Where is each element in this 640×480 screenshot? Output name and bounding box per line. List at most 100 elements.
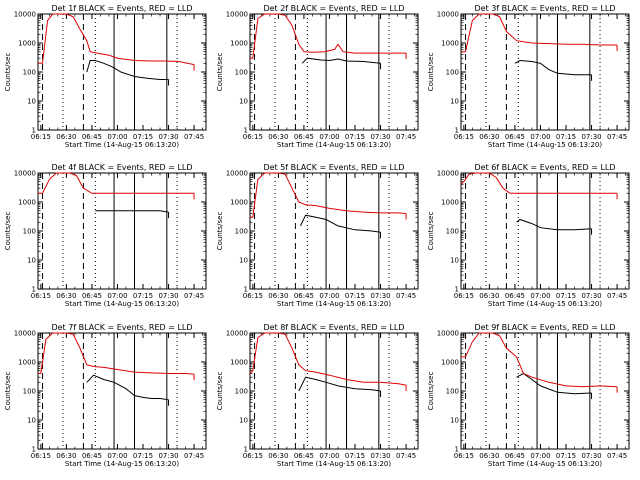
panel-8-x-tick-label: 07:00	[319, 452, 339, 460]
panel-6-x-axis-label: Start Time (14-Aug-15 06:13:20)	[488, 300, 602, 308]
panel-9-x-tick-label: 07:15	[556, 452, 576, 460]
panel-1-y-tick-label: 10000	[14, 11, 36, 19]
panel-5-y-axis-label: Counts/sec	[216, 212, 224, 251]
panel-7-y-tick-label: 10000	[14, 330, 36, 338]
panel-8-y-tick-label: 1	[244, 446, 248, 454]
panel-3-y-tick-label: 10000	[437, 11, 459, 19]
panel-9-series-lld-line	[461, 332, 618, 388]
panel-5-y-tick-label: 10	[239, 257, 248, 265]
panel-8-y-tick-label: 100	[235, 388, 248, 396]
panel-2-y-tick-label: 10000	[226, 11, 248, 19]
panel-8-x-tick-label: 06:15	[243, 452, 263, 460]
panel-3-x-tick-label: 06:15	[454, 133, 474, 141]
panel-9-x-tick-label: 06:15	[454, 452, 474, 460]
panel-7-frame	[37, 332, 207, 450]
panel-8-frame	[249, 332, 419, 450]
panel-6-series-events-line	[516, 218, 592, 231]
panel-8-series-events-line	[298, 376, 381, 392]
panel-7-y-tick-label: 1	[32, 446, 36, 454]
panel-2-y-tick-label: 10	[239, 98, 248, 106]
panel-7-x-tick-label: 07:30	[158, 452, 178, 460]
panel-6-frame	[460, 172, 630, 290]
panel-4-x-tick-label: 06:45	[82, 292, 102, 300]
panel-8-series-lld-line	[249, 332, 407, 386]
panel-6-x-tick-label: 06:45	[505, 292, 525, 300]
panel-2-x-tick-label: 07:00	[319, 133, 339, 141]
panel-7-x-tick-label: 06:30	[56, 452, 76, 460]
panel-2-x-tick-label: 07:45	[396, 133, 416, 141]
panel-6-x-tick-label: 07:30	[581, 292, 601, 300]
panel-5-x-tick-label: 07:30	[370, 292, 390, 300]
panel-8-x-tick-label: 07:30	[370, 452, 390, 460]
panel-3-y-axis-label: Counts/sec	[427, 53, 435, 92]
panel-7-y-axis-label: Counts/sec	[4, 372, 12, 411]
panel-1-x-tick-label: 07:00	[107, 133, 127, 141]
panel-9-y-tick-label: 10000	[437, 330, 459, 338]
panel-9-x-tick-label: 07:00	[530, 452, 550, 460]
panel-8-x-tick-label: 07:45	[396, 452, 416, 460]
panel-3-frame	[460, 13, 630, 131]
panel-6-x-tick-label: 07:00	[530, 292, 550, 300]
panel-5-y-tick-label: 1000	[230, 199, 248, 207]
panel-4-x-tick-label: 06:15	[31, 292, 51, 300]
panel-3-x-axis-label: Start Time (14-Aug-15 06:13:20)	[488, 141, 602, 149]
panel-5-y-tick-label: 10000	[226, 170, 248, 178]
panel-7-x-tick-label: 07:15	[133, 452, 153, 460]
panel-4-frame	[37, 172, 207, 290]
panel-5-x-tick-label: 06:45	[294, 292, 314, 300]
panel-1-x-tick-label: 07:30	[158, 133, 178, 141]
panel-6-title: Det 6f BLACK = Events, RED = LLD	[474, 163, 615, 172]
panel-7-y-tick-label: 10	[27, 417, 36, 425]
panel-7-y-tick-label: 1000	[18, 359, 36, 367]
panel-9-y-tick-label: 100	[446, 388, 459, 396]
panel-2-x-tick-label: 06:45	[294, 133, 314, 141]
panel-3-x-tick-label: 07:45	[607, 133, 627, 141]
panel-6-y-axis-label: Counts/sec	[427, 212, 435, 251]
panel-3-x-tick-label: 06:45	[505, 133, 525, 141]
panel-7-x-tick-label: 07:00	[107, 452, 127, 460]
panel-1-x-tick-label: 06:30	[56, 133, 76, 141]
panel-7-x-axis-label: Start Time (14-Aug-15 06:13:20)	[65, 460, 179, 468]
panel-7-x-tick-label: 06:45	[82, 452, 102, 460]
panel-6-x-tick-label: 06:15	[454, 292, 474, 300]
panel-2-frame	[249, 13, 419, 131]
panel-2-x-tick-label: 06:15	[243, 133, 263, 141]
panel-7-y-tick-label: 100	[23, 388, 36, 396]
panel-2-x-tick-label: 07:30	[370, 133, 390, 141]
panel-3-y-tick-label: 100	[446, 69, 459, 77]
panel-9-x-tick-label: 06:30	[479, 452, 499, 460]
panel-6-x-tick-label: 07:15	[556, 292, 576, 300]
panel-7-series-lld-line	[38, 332, 195, 375]
panel-3-x-tick-label: 07:30	[581, 133, 601, 141]
panel-1-series-events-line	[86, 60, 169, 80]
panel-4-y-tick-label: 10	[27, 257, 36, 265]
panel-5-title: Det 5f BLACK = Events, RED = LLD	[263, 163, 404, 172]
panel-6-x-tick-label: 07:45	[607, 292, 627, 300]
panel-6-y-tick-label: 1000	[441, 199, 459, 207]
panel-4-y-axis-label: Counts/sec	[4, 212, 12, 251]
panel-2-title: Det 2f BLACK = Events, RED = LLD	[263, 4, 404, 13]
panel-4-y-tick-label: 1000	[18, 199, 36, 207]
panel-9-y-axis-label: Counts/sec	[427, 372, 435, 411]
panel-3-x-tick-label: 07:15	[556, 133, 576, 141]
panel-9-title: Det 9f BLACK = Events, RED = LLD	[474, 323, 615, 332]
panel-7-x-tick-label: 07:45	[184, 452, 204, 460]
panel-2-series-lld-line	[250, 13, 407, 59]
panel-5-x-tick-label: 06:15	[243, 292, 263, 300]
panel-5-series-lld-line	[250, 172, 407, 218]
panel-5-y-tick-label: 100	[235, 228, 248, 236]
panel-7-title: Det 7f BLACK = Events, RED = LLD	[51, 323, 192, 332]
panel-2-x-axis-label: Start Time (14-Aug-15 06:13:20)	[277, 141, 391, 149]
panel-1-y-tick-label: 100	[23, 69, 36, 77]
panel-3-y-tick-label: 1	[455, 127, 459, 135]
panel-3-x-tick-label: 07:00	[530, 133, 550, 141]
panel-5-x-tick-label: 07:00	[319, 292, 339, 300]
panel-5-x-tick-label: 06:30	[268, 292, 288, 300]
panel-3-y-tick-label: 10	[450, 98, 459, 106]
panel-6-y-tick-label: 10000	[437, 170, 459, 178]
panel-3-series-events-line	[514, 59, 592, 76]
panel-1-y-tick-label: 1000	[18, 40, 36, 48]
panel-5-series-events-line	[300, 214, 381, 233]
panel-5-y-tick-label: 1	[244, 286, 248, 294]
